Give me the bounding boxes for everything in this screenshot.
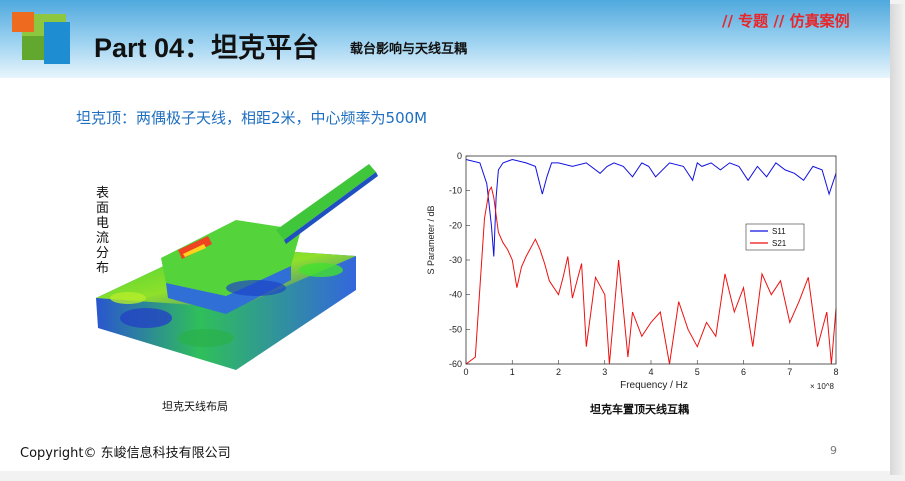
logo-block-darkgreen: [22, 36, 44, 60]
y-tick-label: 0: [457, 151, 462, 161]
chart-background: [424, 150, 846, 396]
x-tick-label: 0: [463, 367, 468, 377]
x-tick-label: 7: [787, 367, 792, 377]
x-tick-label: 3: [602, 367, 607, 377]
s-parameter-chart: S Parameter / dB Frequency / Hz × 10^8 0…: [424, 150, 846, 396]
slide-subtitle: 载台影响与天线互耦: [350, 42, 468, 57]
y-tick-label: -10: [449, 186, 462, 196]
logo-block-blue: [44, 22, 70, 64]
chart-caption: 坦克车置顶天线互耦: [590, 403, 689, 416]
x-tick-label: 6: [741, 367, 746, 377]
page-number: 9: [830, 444, 837, 457]
tank-surface-current-image: [86, 158, 380, 390]
slide: Part 04：坦克平台 载台影响与天线互耦 // 专题 // 仿真案例 坦克顶…: [0, 0, 890, 471]
y-tick-label: -20: [449, 220, 462, 230]
x-tick-label: 8: [833, 367, 838, 377]
series-line-s21: [465, 185, 837, 365]
slide-shadow: [890, 4, 905, 475]
series-line-s11: [465, 158, 837, 257]
x-axis-multiplier: × 10^8: [810, 382, 835, 391]
chart-legend: S11 S21: [745, 223, 805, 251]
slide-title: Part 04：坦克平台: [94, 33, 320, 63]
tank-figure-caption: 坦克天线布局: [162, 400, 228, 413]
x-tick-label: 1: [510, 367, 515, 377]
y-tick-label: -30: [449, 255, 462, 265]
tank-illustration: [96, 164, 378, 370]
x-axis-label: Frequency / Hz: [620, 380, 688, 391]
s-parameter-plot: S Parameter / dB Frequency / Hz × 10^8 0…: [424, 150, 846, 396]
header-band: [0, 0, 890, 78]
plot-frame: [465, 155, 837, 365]
x-tick-label: 5: [695, 367, 700, 377]
x-tick-label: 4: [648, 367, 653, 377]
topic-tag: // 专题 // 仿真案例: [722, 12, 850, 30]
y-axis-label: S Parameter / dB: [426, 205, 436, 274]
legend-label-s11: S11: [772, 227, 786, 236]
y-tick-label: -60: [449, 359, 462, 369]
surface-current-label: 表面电流分布: [96, 186, 110, 276]
legend-label-s21: S21: [772, 239, 787, 248]
y-tick-label: -50: [449, 324, 462, 334]
description-text: 坦克顶：两偶极子天线，相距2米，中心频率为500M: [76, 109, 428, 127]
y-tick-label: -40: [449, 290, 462, 300]
logo-block-orange: [12, 12, 34, 32]
copyright-text: Copyright© 东峻信息科技有限公司: [20, 446, 231, 461]
x-tick-label: 2: [556, 367, 561, 377]
